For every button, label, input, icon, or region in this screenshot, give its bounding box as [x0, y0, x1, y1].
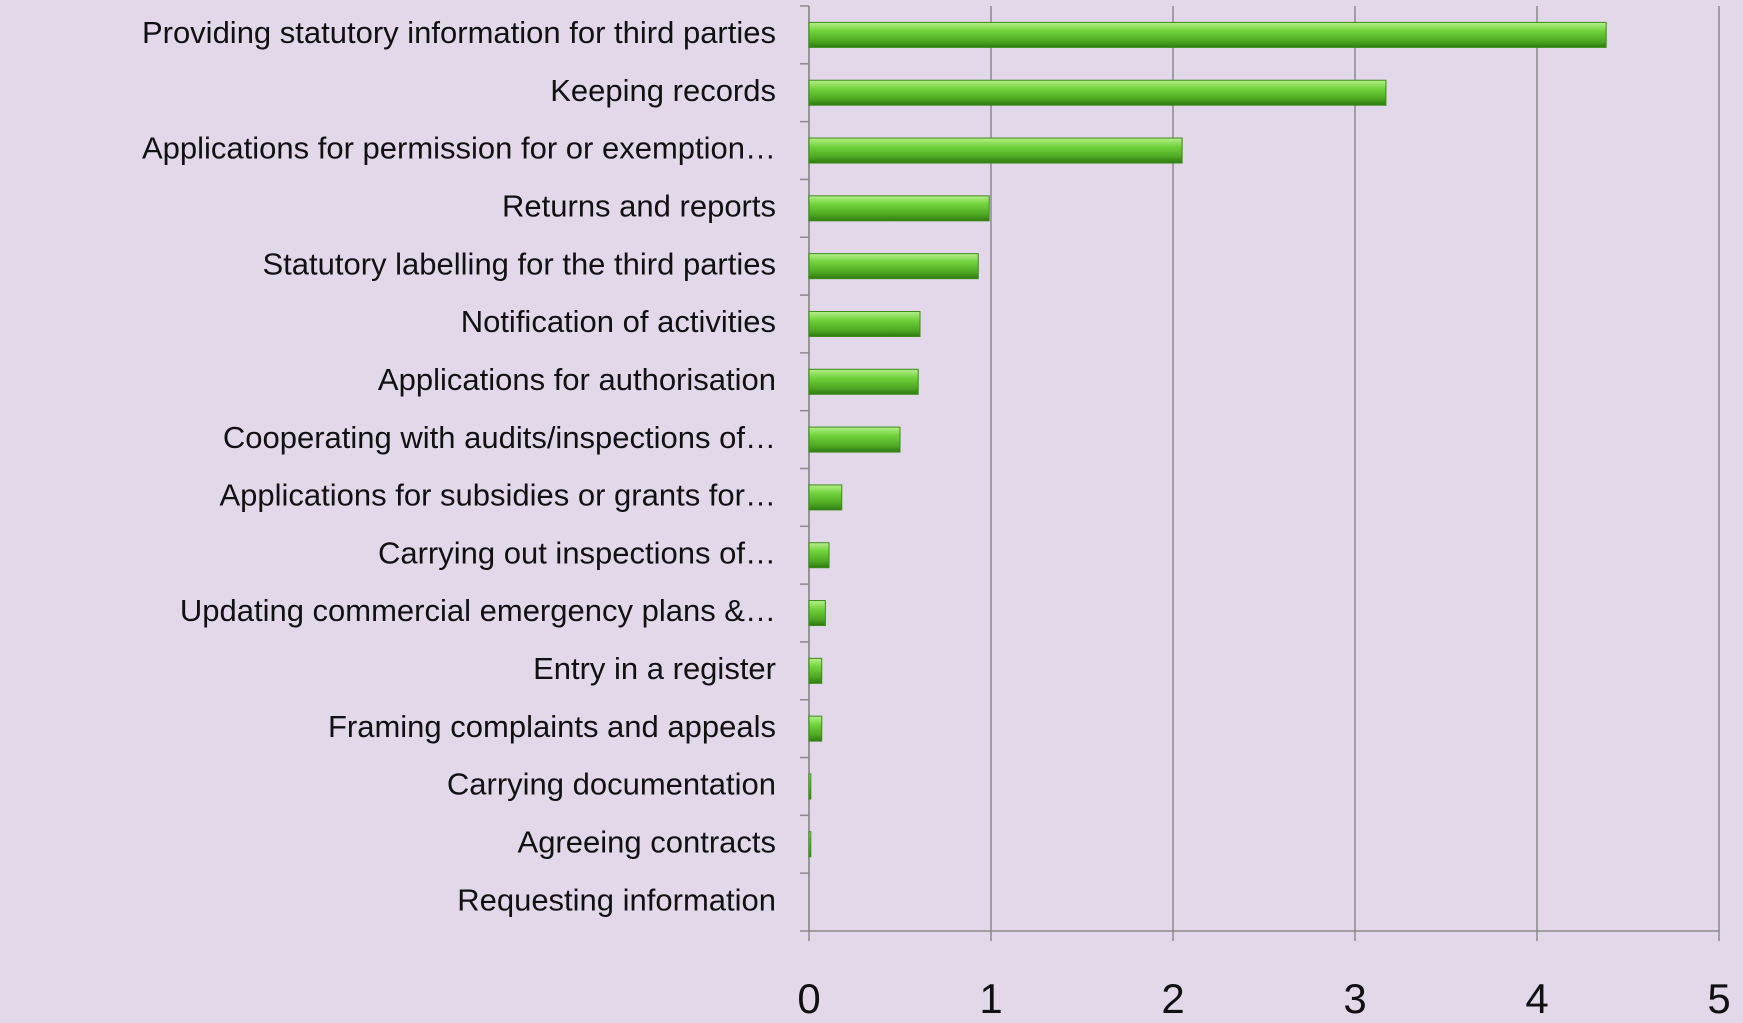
y-tick-label: Updating commercial emergency plans &…	[180, 593, 776, 628]
x-tick-label: 1	[979, 975, 1002, 1022]
bar	[808, 195, 990, 222]
y-tick-label: Framing complaints and appeals	[328, 709, 776, 744]
bar	[808, 368, 919, 395]
y-tick-label: Applications for permission for or exemp…	[142, 131, 776, 166]
bar	[808, 253, 979, 280]
y-tick-label: Statutory labelling for the third partie…	[263, 246, 777, 281]
bar	[808, 657, 823, 684]
bar	[808, 426, 901, 453]
x-tick-label: 0	[797, 975, 820, 1022]
x-tick-label: 3	[1343, 975, 1366, 1022]
bar	[808, 542, 830, 569]
y-tick-label: Requesting information	[457, 882, 776, 917]
bar	[808, 831, 812, 858]
y-tick-label: Notification of activities	[461, 304, 776, 339]
x-tick-label: 4	[1525, 975, 1548, 1022]
bar	[808, 484, 843, 511]
y-tick-label: Agreeing contracts	[518, 824, 776, 859]
x-tick-label: 2	[1161, 975, 1184, 1022]
y-tick-label: Carrying out inspections of…	[378, 535, 776, 570]
y-tick-label: Applications for authorisation	[378, 362, 776, 397]
y-tick-label: Returns and reports	[502, 189, 776, 224]
y-tick-label: Applications for subsidies or grants for…	[219, 478, 776, 513]
bar	[808, 715, 823, 742]
y-tick-label: Providing statutory information for thir…	[142, 15, 776, 50]
y-tick-label: Keeping records	[550, 73, 776, 108]
bar	[808, 310, 921, 337]
y-tick-label: Entry in a register	[533, 651, 776, 686]
y-tick-label: Carrying documentation	[447, 767, 776, 802]
bar	[808, 773, 812, 800]
bar	[808, 600, 826, 627]
y-tick-label: Cooperating with audits/inspections of…	[223, 420, 776, 455]
bar	[808, 21, 1607, 48]
x-tick-label: 5	[1707, 975, 1730, 1022]
bar	[808, 79, 1387, 106]
bar	[808, 137, 1183, 164]
